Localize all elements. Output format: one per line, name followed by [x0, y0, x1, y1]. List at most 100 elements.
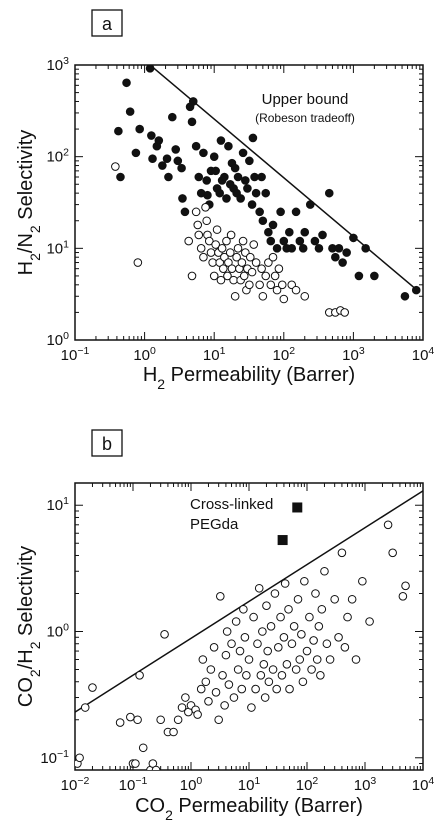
data-point-filled [187, 117, 197, 127]
data-point-filled [318, 230, 327, 240]
x-tick-label: 101 [238, 775, 261, 794]
data-point-filled [338, 258, 347, 267]
data-point-filled [233, 172, 243, 182]
data-point-filled [276, 207, 285, 217]
data-point-filled [220, 172, 229, 182]
data-point-open [312, 655, 322, 664]
y-tick-label: 102 [46, 147, 69, 166]
data-point-open [184, 236, 193, 246]
data-point-filled [298, 244, 308, 253]
data-point-filled [287, 244, 297, 253]
data-point-open [279, 294, 289, 304]
data-point-open [258, 627, 267, 636]
data-point-filled [215, 188, 225, 198]
data-point-open [169, 727, 178, 737]
data-point-filled [135, 124, 144, 134]
data-point-filled [342, 248, 351, 257]
data-point-open [401, 581, 410, 591]
data-point-filled [125, 107, 135, 116]
data-point-open [251, 684, 260, 694]
y-tick-label: 101 [46, 495, 69, 514]
data-point-open [293, 594, 303, 604]
upper-bound-sublabel: (Robeson tradeoff) [255, 111, 355, 125]
data-point-open [138, 743, 148, 753]
data-point-filled [370, 271, 379, 281]
data-point-open [307, 665, 316, 674]
data-point-open [133, 715, 142, 725]
data-point-filled [209, 152, 219, 161]
x-tick-label: 10−1 [61, 345, 90, 364]
data-point-open [245, 252, 255, 262]
data-point-open [111, 162, 120, 171]
data-point-filled [305, 200, 315, 209]
data-point-open [211, 240, 220, 249]
data-point-open [300, 291, 310, 301]
data-point-open [268, 252, 278, 262]
data-point-open [198, 655, 208, 664]
data-point-filled [222, 194, 231, 203]
y-tick-label: 100 [46, 330, 69, 349]
data-point-filled [300, 227, 310, 237]
data-point-open [173, 715, 183, 725]
data-point-open [242, 670, 251, 680]
y-axis-title: CO2/H2 Selectivity [15, 546, 43, 707]
data-point-open [160, 630, 169, 639]
data-point-filled [250, 172, 259, 182]
data-point-open [249, 240, 259, 249]
data-point-open [284, 604, 293, 614]
data-point-open [340, 308, 350, 317]
data-point-filled [180, 207, 190, 217]
data-point-filled [411, 285, 421, 295]
data-point-open [227, 639, 236, 649]
data-point-filled [199, 148, 208, 158]
data-point-open [196, 244, 206, 253]
data-point-open [358, 576, 367, 586]
data-point-filled [178, 194, 187, 203]
data-point-filled [131, 148, 141, 158]
data-point-filled [236, 194, 245, 203]
data-point-filled [177, 163, 186, 173]
data-point-open [264, 677, 274, 687]
data-point-open [221, 650, 231, 660]
data-point-open [131, 759, 140, 768]
x-tick-label: 100 [180, 775, 203, 794]
data-point-open [75, 753, 84, 763]
data-point-open [259, 659, 269, 669]
data-point-open [316, 670, 325, 680]
data-point-open [320, 566, 329, 576]
data-point-filled [171, 145, 181, 154]
data-point-open [249, 612, 258, 622]
data-point-open [282, 659, 292, 669]
x-tick-label: 100 [133, 345, 156, 364]
pegda-data-point [277, 535, 288, 546]
data-point-open [220, 701, 229, 710]
data-point-open [239, 604, 248, 614]
data-point-open [257, 264, 266, 273]
data-point-filled [116, 172, 125, 182]
data-point-filled [243, 184, 252, 193]
data-point-open [309, 636, 318, 645]
data-point-filled [361, 244, 370, 253]
data-point-open [235, 646, 245, 656]
data-point-open [311, 589, 320, 598]
data-point-open [80, 703, 90, 712]
upper-bound-line [152, 66, 421, 294]
data-point-open [247, 267, 257, 277]
data-point-open [214, 715, 223, 725]
data-point-open [227, 264, 237, 273]
data-point-open [232, 252, 241, 262]
data-point-filled [334, 244, 344, 253]
x-tick-label: 103 [342, 345, 365, 364]
data-point-open [226, 230, 236, 240]
pegda-label-line1: Cross-linked [190, 496, 273, 513]
data-point-open [305, 612, 314, 622]
data-point-open [258, 291, 268, 301]
data-point-open [266, 621, 276, 631]
data-point-open [383, 520, 393, 530]
data-point-open [340, 642, 350, 652]
data-point-open [216, 275, 226, 285]
data-point-open [191, 207, 201, 217]
y-axis-title: H2/N2 Selectivity [15, 130, 43, 276]
data-point-open [187, 271, 197, 281]
